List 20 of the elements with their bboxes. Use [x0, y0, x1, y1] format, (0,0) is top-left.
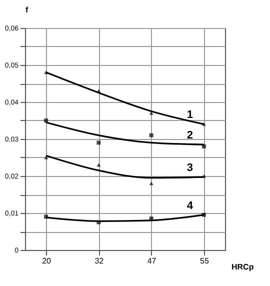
point [44, 118, 48, 122]
x-tick-label: 47 [147, 256, 157, 266]
y-axis-title: f [26, 6, 28, 14]
point [202, 122, 206, 126]
x-axis-title: HRCp [232, 262, 254, 272]
x-tick-label: 20 [42, 256, 52, 266]
point [96, 140, 101, 145]
point [44, 214, 48, 219]
line-series [45, 154, 205, 179]
x-tick-label: 55 [200, 256, 210, 266]
series-label: 3 [186, 162, 194, 174]
series-label: 2 [186, 130, 194, 142]
line-series [44, 70, 206, 126]
point [202, 144, 206, 148]
point [96, 220, 101, 224]
point [149, 133, 154, 138]
x-tick-label: 32 [94, 256, 104, 266]
series-label: 4 [186, 200, 194, 212]
series-label: 1 [186, 109, 194, 122]
point [202, 212, 206, 217]
